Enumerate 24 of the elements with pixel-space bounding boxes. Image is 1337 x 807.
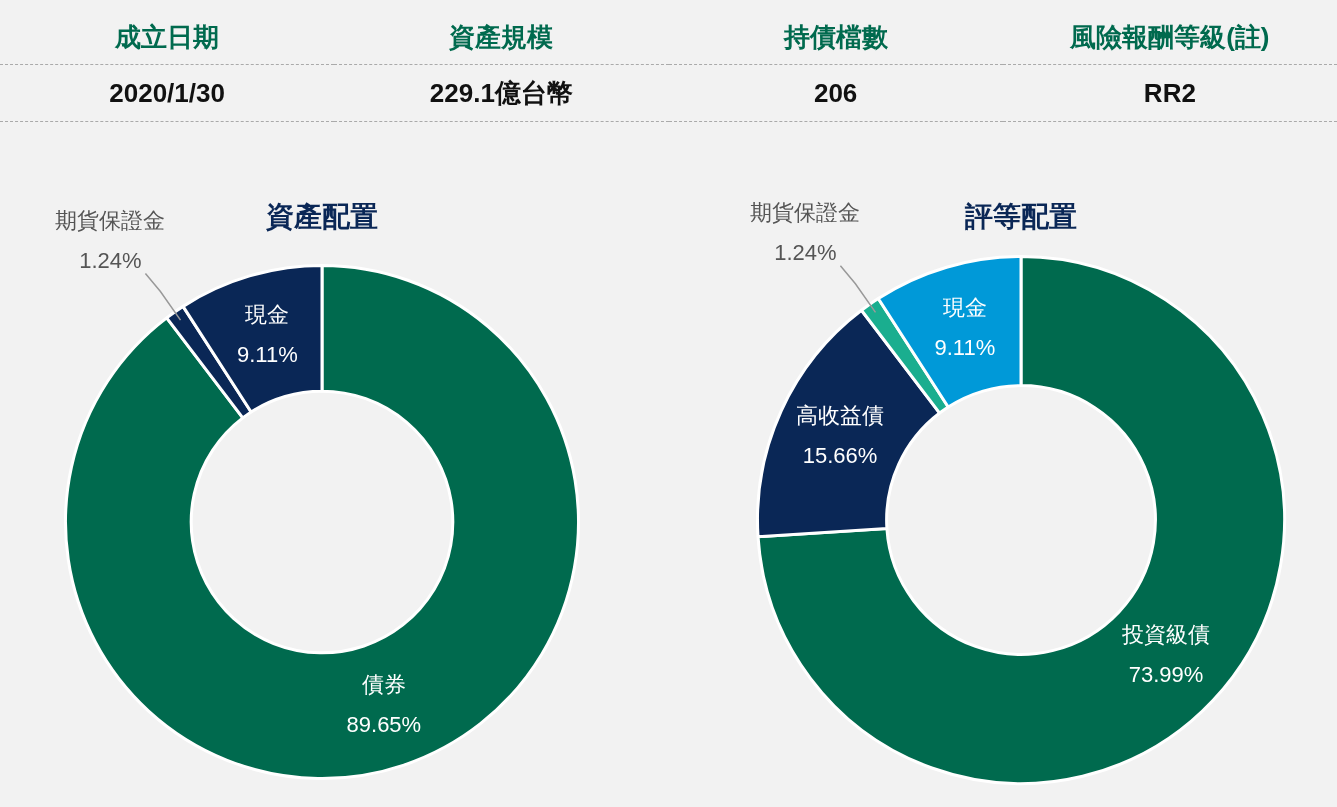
text: 229.1億台幣	[334, 65, 669, 122]
slice-label: 投資級債	[1121, 622, 1211, 648]
data-label: 1.24%	[774, 239, 837, 265]
chart-title: 評等配置	[965, 200, 1077, 234]
slice-label: 期貨保證金	[55, 207, 166, 233]
slice-label: 高收益債	[796, 403, 885, 429]
category-label: 持債檔數	[668, 14, 1003, 65]
category-label: 資產規模	[334, 14, 669, 65]
data-label: 73.99%	[1128, 662, 1204, 688]
text: 2020/1/30	[0, 65, 335, 122]
text: 206	[668, 65, 1003, 122]
slice-label: 債券	[361, 671, 406, 697]
slice-label: 現金	[245, 302, 290, 328]
category-label: 成立日期	[0, 14, 335, 65]
text: RR2	[1002, 65, 1337, 122]
data-label: 9.11%	[236, 342, 298, 368]
slice-label: 現金	[942, 295, 987, 321]
data-label: 89.65%	[346, 711, 422, 737]
category-label: 風險報酬等級(註)	[1002, 14, 1337, 65]
chart-title: 資產配置	[266, 200, 378, 234]
data-label: 9.11%	[934, 335, 996, 361]
data-label: 1.24%	[79, 247, 142, 273]
data-label: 15.66%	[802, 443, 878, 469]
slice-label: 期貨保證金	[750, 199, 861, 225]
